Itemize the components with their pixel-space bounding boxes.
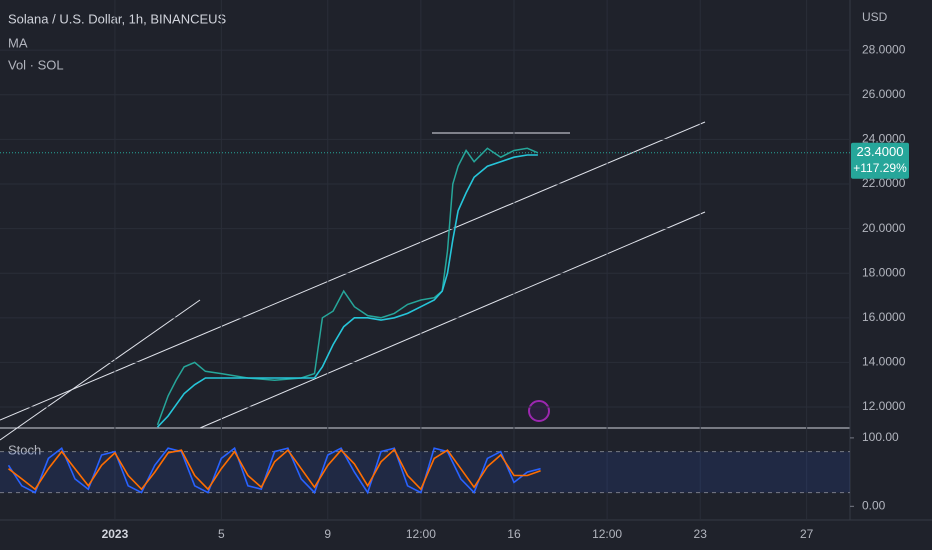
series-line <box>8 448 541 491</box>
channel-line <box>0 121 706 421</box>
x-tick-label: 12:00 <box>592 527 622 541</box>
y-tick-label: 22.0000 <box>862 176 906 190</box>
change-label: +117.29% <box>853 161 907 175</box>
y-tick-label: 16.0000 <box>862 310 906 324</box>
y-tick-label: 12.0000 <box>862 399 906 413</box>
x-tick-label: 9 <box>324 527 331 541</box>
x-tick-label: 23 <box>694 527 708 541</box>
series-line <box>7 446 541 495</box>
y-tick-label: 18.0000 <box>862 265 906 279</box>
channel-line <box>0 299 201 441</box>
series-line <box>156 147 539 426</box>
x-tick-label: 16 <box>507 527 521 541</box>
price-tag <box>851 142 909 179</box>
pane-title: Stoch <box>8 442 41 457</box>
y-tick-label: 26.0000 <box>862 87 906 101</box>
y-tick-label: 100.00 <box>862 430 899 444</box>
y-tick-label: 14.0000 <box>862 355 906 369</box>
indicator-label: Vol · SOL <box>8 57 64 72</box>
x-tick-label: 2023 <box>102 527 129 541</box>
chart-title: Solana / U.S. Dollar, 1h, BINANCEUS <box>8 11 227 26</box>
band-fill <box>0 451 850 493</box>
y-tick-label: 20.0000 <box>862 221 906 235</box>
y-tick-label: 0.00 <box>862 498 886 512</box>
axis-label: USD <box>862 10 888 24</box>
series-line <box>156 154 538 428</box>
alert-icon[interactable] <box>528 400 550 422</box>
x-tick-label: 27 <box>800 527 814 541</box>
price-tag-label: 23.4000 <box>857 144 904 159</box>
channel-line <box>199 211 706 429</box>
x-tick-label: 12:00 <box>406 527 436 541</box>
y-tick-label: 28.0000 <box>862 42 906 56</box>
x-tick-label: 5 <box>218 527 225 541</box>
y-tick-label: 24.0000 <box>862 132 906 146</box>
indicator-label: MA <box>8 35 28 50</box>
